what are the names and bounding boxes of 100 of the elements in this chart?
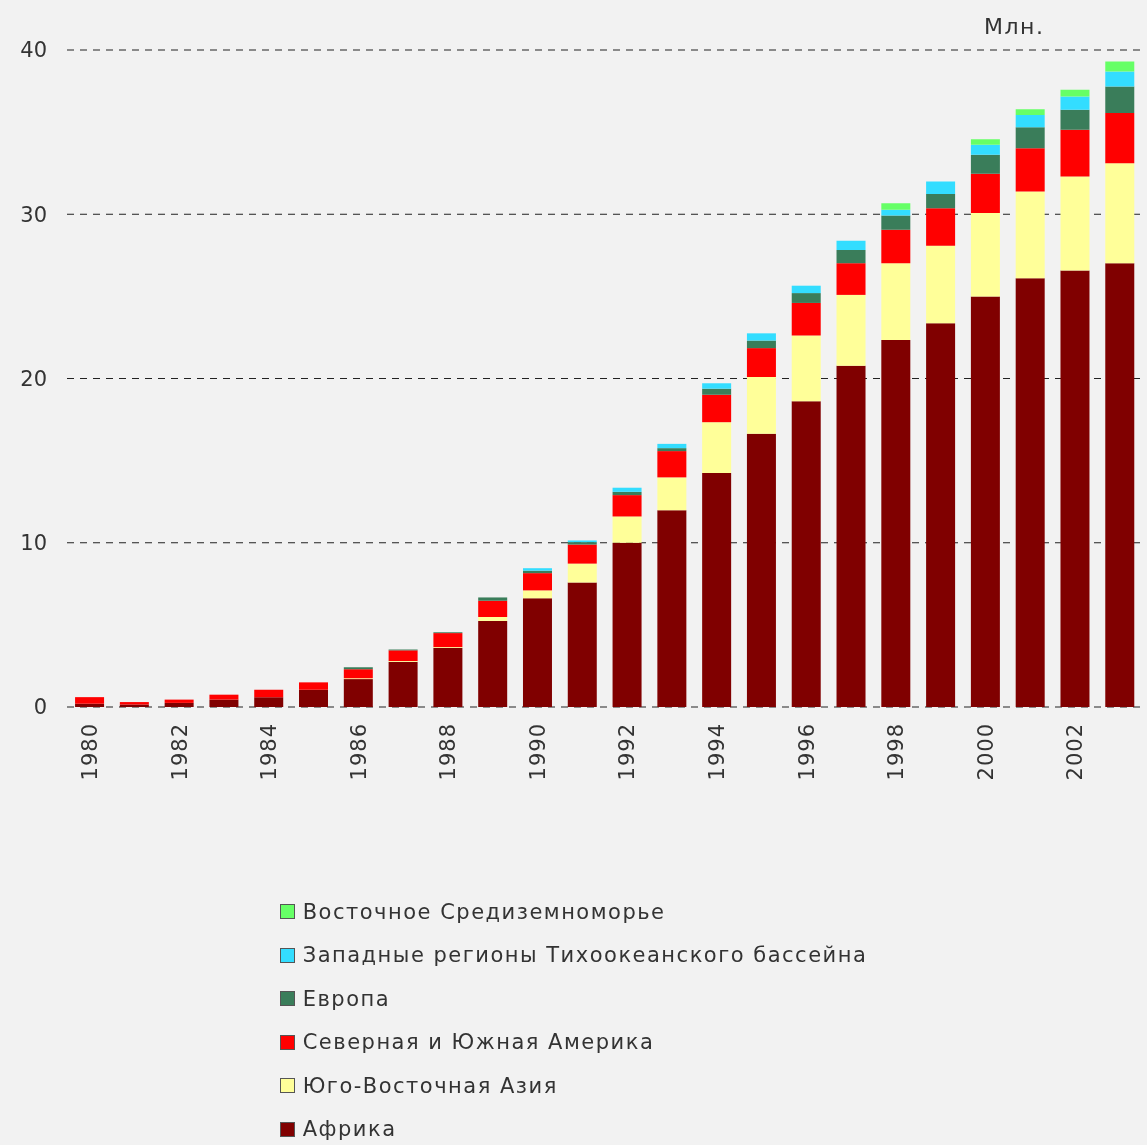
bar [702,383,732,389]
legend-label: Восточное Средиземноморье [302,899,666,924]
bar [926,208,956,246]
bar [522,573,552,591]
bar [657,477,687,511]
bar [970,173,1000,214]
bar [343,669,373,679]
bar [702,422,732,474]
x-tick-label: 1990 [525,723,550,781]
bar [1015,127,1045,149]
bar [478,616,508,621]
bar [433,633,463,648]
bar [478,600,508,617]
bar [164,699,194,703]
bar [478,597,508,601]
bar [1105,113,1135,164]
y-tick-label: 0 [33,695,47,720]
bar [1060,270,1090,707]
x-tick-label: 1998 [884,723,909,781]
bar [746,340,776,349]
y-tick-label: 40 [20,38,47,63]
bar [702,388,732,395]
bar [209,694,239,700]
bar [746,333,776,341]
bar [388,661,418,707]
bar [567,582,597,707]
y-tick-label: 20 [20,366,47,391]
bar [1060,96,1090,110]
bar [522,590,552,599]
bar [926,181,956,194]
bar [657,443,687,449]
bar [254,697,284,707]
legend-label: Западные регионы Тихоокеанского бассейна [302,943,868,968]
bar [970,213,1000,297]
bar [433,647,463,707]
bar [836,294,866,366]
bar [388,650,418,662]
bar [254,689,284,698]
bar [791,293,821,303]
bar [1105,263,1135,707]
bar [1060,109,1090,130]
bar [1060,176,1090,271]
bar [926,193,956,209]
bar [567,563,597,583]
bar [75,703,105,707]
y-axis-title: Млн. [984,14,1045,39]
bar [926,323,956,707]
bar [1105,71,1135,87]
bar [1015,109,1045,115]
bar [612,495,642,517]
bar [1015,148,1045,192]
bar [1105,61,1135,72]
bar [791,401,821,707]
bar [657,451,687,478]
bar [1015,114,1045,128]
bar [657,448,687,452]
bar [299,689,329,707]
x-tick-label: 2002 [1063,723,1088,781]
bar [612,542,642,707]
bar [612,491,642,496]
bar [1015,191,1045,279]
bar [926,245,956,324]
bar [567,544,597,564]
legend-label: Юго-Восточная Азия [302,1073,558,1098]
bar [1105,86,1135,114]
bar [299,682,329,690]
bar [836,263,866,295]
bar [1105,163,1135,264]
bar [657,510,687,707]
bar [702,473,732,707]
bar [791,302,821,336]
bar [343,679,373,707]
bar [612,516,642,543]
x-tick-label: 1996 [794,723,819,781]
bar [791,335,821,402]
bar [836,365,866,707]
bar [881,203,911,210]
bar [746,433,776,707]
x-tick-label: 1982 [167,723,192,781]
bar [881,209,911,216]
bar [522,598,552,707]
bar [1015,278,1045,707]
x-tick-label: 1992 [615,723,640,781]
bar [746,348,776,378]
y-tick-label: 30 [20,202,47,227]
bar [1060,129,1090,177]
legend-label: Африка [302,1117,397,1142]
bar [836,249,866,264]
bar [881,215,911,230]
x-tick-label: 1986 [346,723,371,781]
legend-label: Европа [302,986,391,1011]
bar [746,377,776,434]
bar [209,699,239,707]
bar [164,702,194,707]
x-tick-label: 1988 [436,723,461,781]
x-tick-label: 1980 [77,723,102,781]
bar [881,339,911,707]
x-tick-label: 1984 [257,723,282,781]
bar [970,144,1000,155]
bar [970,296,1000,707]
